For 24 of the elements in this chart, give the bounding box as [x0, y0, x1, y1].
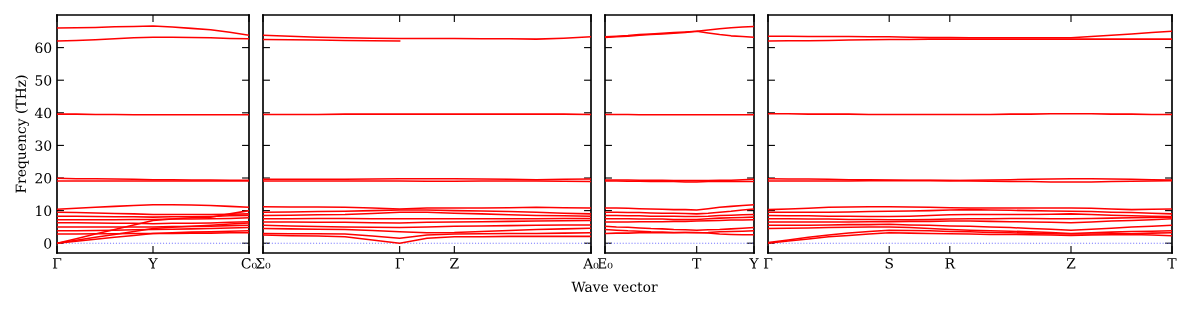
x-tick-label: R [945, 258, 956, 269]
x-tick-label: Y [749, 258, 759, 269]
x-tick-label: Z [450, 258, 459, 269]
y-axis-title: Frequency (THz) [15, 75, 29, 193]
y-tick-label: 0 [44, 238, 52, 249]
x-axis-title: Wave vector [571, 281, 658, 293]
y-tick-label: 40 [34, 107, 52, 119]
x-tick-label: Z [1066, 258, 1076, 269]
y-tick-label: 20 [35, 172, 52, 184]
x-tick-label: Y [148, 258, 158, 269]
y-tick-label: 30 [35, 140, 52, 151]
y-tick-label: 50 [35, 75, 52, 86]
x-tick-label: Σ₀ [255, 258, 271, 269]
x-tick-label: E₀ [597, 258, 613, 269]
x-tick-label: Γ [52, 258, 62, 269]
y-tick-label: 10 [36, 205, 52, 217]
x-tick-label: Γ [763, 258, 773, 269]
x-tick-label: Γ [395, 258, 404, 269]
y-tick-label: 60 [35, 42, 52, 54]
x-tick-label: T [692, 258, 702, 269]
x-tick-label: S [885, 258, 893, 269]
x-tick-label: C₀ [241, 258, 257, 269]
x-tick-label: T [1167, 258, 1177, 269]
x-tick-label: A₀ [583, 258, 599, 269]
